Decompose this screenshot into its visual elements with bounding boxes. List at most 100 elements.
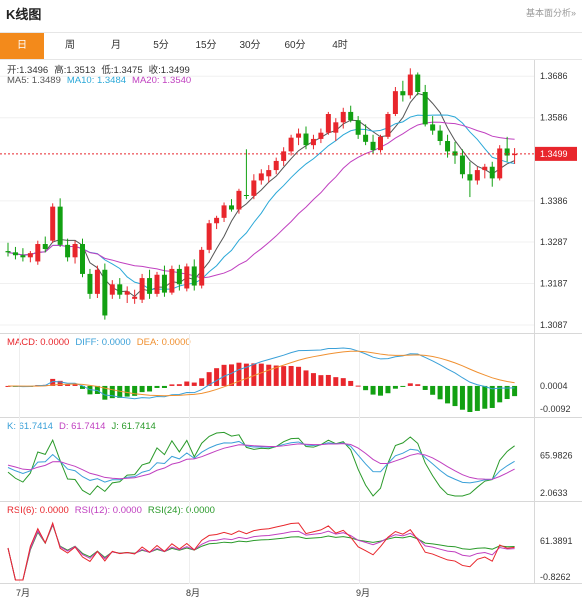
tab-60min[interactable]: 60分	[284, 40, 306, 51]
candle-body	[415, 74, 421, 92]
macd-bar	[385, 385, 391, 394]
candle-body	[80, 244, 85, 274]
macd-bar	[154, 385, 160, 388]
price-tick-label: 1.3586	[540, 113, 568, 123]
macd-bar	[281, 366, 287, 386]
macd-bar	[229, 364, 234, 386]
tab-4hour[interactable]: 4时	[332, 40, 348, 51]
macd-bar	[161, 385, 167, 388]
candle-body	[430, 124, 436, 131]
rsi-tick-label: -0.8262	[540, 572, 571, 582]
candle-body	[124, 291, 130, 295]
candle-body	[385, 114, 391, 137]
ma5-line	[7, 92, 515, 298]
candle-body	[333, 122, 339, 133]
candle-body	[117, 284, 123, 295]
candle-body	[318, 132, 324, 139]
macd-panel: 0.0004 -0.0092	[5, 347, 571, 414]
macd-bar	[243, 363, 249, 386]
rsi24-line	[7, 523, 515, 581]
candle-body	[57, 206, 63, 245]
macd-bar	[117, 385, 123, 398]
macd-bar	[139, 385, 145, 393]
macd-bar	[206, 372, 212, 386]
macd-bar	[422, 385, 428, 390]
macd-value: MACD: 0.0000	[7, 337, 70, 348]
rsi-tick-label: 61.3891	[540, 536, 573, 546]
candle-body	[42, 244, 48, 249]
macd-bar	[482, 385, 488, 409]
macd-bar	[102, 385, 108, 400]
macd-bar	[467, 385, 473, 412]
rsi6-value: RSI(6): 0.0000	[7, 505, 69, 516]
d-line	[7, 443, 515, 480]
month-label: 9月	[356, 588, 370, 598]
candle-body	[72, 244, 78, 258]
candle-body	[87, 273, 93, 294]
fundamental-analysis-link[interactable]: 基本面分析»	[525, 8, 576, 18]
macd-bar	[370, 385, 376, 395]
macd-bar	[400, 385, 406, 387]
candle-body	[191, 266, 197, 286]
current-price-line: 1.3499	[0, 146, 577, 161]
rsi6-line	[7, 521, 515, 581]
macd-bar	[363, 385, 369, 391]
macd-bar	[415, 384, 421, 386]
tab-30min[interactable]: 30分	[239, 40, 261, 51]
macd-bar	[214, 368, 220, 386]
macd-bar	[191, 382, 197, 386]
macd-bar	[392, 385, 398, 389]
ma5-value: MA5: 1.3489	[7, 75, 61, 86]
kdj-tick-label: 65.9826	[540, 450, 573, 460]
ma20-line	[7, 121, 515, 279]
tab-day[interactable]: 日	[0, 33, 44, 59]
candlesticks	[5, 68, 518, 320]
macd-bar	[147, 385, 153, 392]
diff-line	[7, 347, 515, 400]
candle-body	[497, 148, 503, 179]
candle-body	[206, 223, 212, 250]
candle-body	[467, 174, 473, 181]
macd-bar	[72, 384, 78, 386]
macd-bar	[445, 385, 451, 404]
macd-bar	[124, 385, 130, 397]
panel-frames	[0, 60, 582, 584]
dea-line	[7, 350, 515, 397]
macd-tick-label: 0.0004	[540, 381, 568, 391]
candle-body	[273, 160, 279, 171]
current-price-tag	[535, 146, 577, 161]
tab-month[interactable]: 月	[111, 40, 121, 51]
close-value: 收:1.3499	[148, 65, 190, 76]
macd-bar	[497, 385, 503, 403]
macd-bar	[504, 385, 510, 400]
candle-body	[20, 255, 26, 258]
high-value: 高:1.3513	[54, 65, 96, 76]
macd-bar	[176, 384, 182, 386]
macd-bar	[87, 385, 93, 395]
rsi24-value: RSI(24): 0.0000	[147, 505, 215, 516]
macd-bar	[80, 385, 85, 389]
j-value: J: 61.7414	[111, 421, 156, 432]
macd-bar	[355, 385, 361, 387]
macd-bar	[132, 385, 138, 396]
rsi-panel: 61.3891 -0.8262	[7, 521, 573, 582]
macd-bar	[50, 378, 56, 386]
candle-body	[221, 205, 227, 218]
candle-body	[288, 137, 294, 152]
macd-bar	[512, 385, 518, 397]
macd-bar	[65, 384, 71, 386]
tab-5min[interactable]: 5分	[153, 40, 169, 51]
tab-week[interactable]: 周	[65, 40, 75, 51]
candle-body	[109, 284, 115, 295]
ma20-value: MA20: 1.3540	[132, 75, 192, 86]
candle-body	[407, 74, 413, 96]
candle-body	[437, 130, 443, 141]
candle-body	[266, 170, 272, 177]
candle-body	[236, 190, 242, 210]
rsi12-value: RSI(12): 0.0000	[74, 505, 142, 516]
candle-body	[214, 217, 220, 224]
tab-15min[interactable]: 15分	[195, 40, 217, 51]
candle-body	[303, 133, 309, 146]
macd-bar	[489, 385, 495, 408]
